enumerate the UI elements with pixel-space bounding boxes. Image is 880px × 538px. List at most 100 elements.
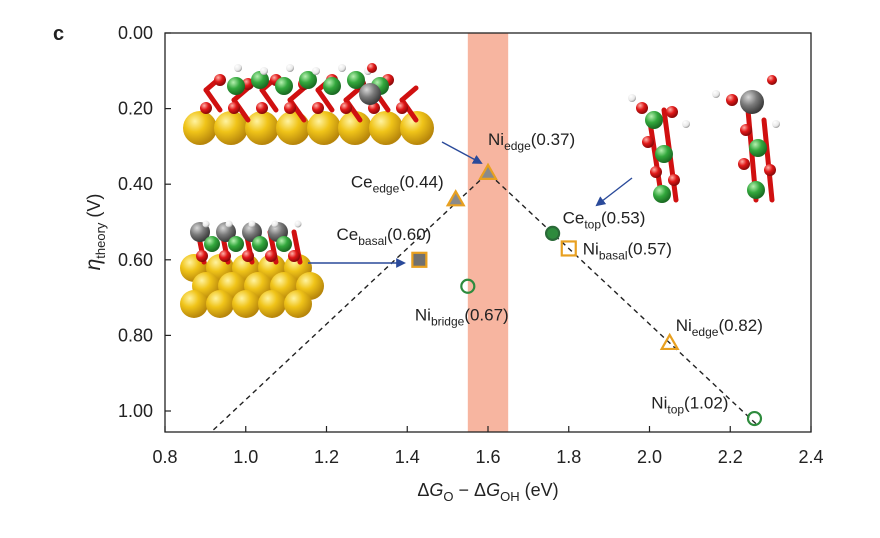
y-tick-label: 0.60: [118, 250, 153, 270]
point-ce-basal-label: Cebasal(0.60): [337, 225, 432, 248]
oxygen-atom: [668, 174, 680, 186]
hydrogen-atom: [260, 67, 268, 75]
x-tick-label: 2.4: [798, 447, 823, 467]
x-tick-label: 1.8: [556, 447, 581, 467]
oxygen-atom: [196, 250, 208, 262]
hydrogen-atom: [225, 220, 233, 228]
sulfur-atom: [183, 111, 217, 145]
bond: [231, 85, 251, 103]
point-ce-top-circle-marker: [544, 225, 561, 241]
oxygen-atom: [214, 74, 226, 86]
x-axis-ticks: 0.8 1.0 1.2 1.4 1.6 1.8 2.0 2.2 2.4: [152, 426, 824, 467]
nickel-atom: [747, 181, 765, 199]
x-tick-label: 1.6: [475, 447, 500, 467]
panel-label: c: [53, 23, 64, 45]
nickel-atom: [323, 77, 341, 95]
oxygen-atom: [367, 63, 377, 73]
point-ce-edge-triangle-marker: [445, 189, 466, 207]
oxygen-atom: [265, 250, 277, 262]
oxygen-atom: [256, 102, 268, 114]
oxygen-atom: [738, 158, 750, 170]
y-tick-label: 0.20: [118, 99, 153, 119]
oxygen-atom: [396, 102, 408, 114]
point-ni-edge-label: Niedge(0.82): [676, 316, 763, 339]
oxygen-atom: [636, 102, 648, 114]
sulfur-atom: [206, 290, 234, 318]
sulfur-atom: [232, 290, 260, 318]
y-tick-label: 0.80: [118, 325, 153, 345]
oxygen-atom: [200, 102, 212, 114]
oxygen-atom: [726, 94, 738, 106]
point-ce-edge-label: Ceedge(0.44): [351, 172, 444, 195]
point-ni-edge-triangle-marker: [659, 332, 680, 351]
bond: [203, 87, 223, 113]
nickel-atom: [749, 139, 767, 157]
oxygen-atom: [219, 250, 231, 262]
bond: [761, 117, 775, 203]
hydrogen-atom: [628, 94, 636, 102]
point-ce-basal-square-marker: [411, 251, 428, 268]
bond: [259, 87, 279, 113]
nickel-atom: [252, 236, 268, 252]
y-tick-label: 1.00: [118, 401, 153, 421]
cerium-atom: [216, 222, 236, 242]
point-ni-edge-triangle-marker: [478, 162, 498, 180]
sulfur-atom: [338, 111, 372, 145]
oxygen-atom: [312, 102, 324, 114]
sulfur-atom: [400, 111, 434, 145]
point-ni-bridge-circle-marker: [460, 278, 476, 294]
oxygen-atom: [284, 102, 296, 114]
x-tick-label: 1.4: [395, 447, 420, 467]
nickel-atom: [228, 236, 244, 252]
oxygen-atom: [242, 78, 254, 90]
x-tick-label: 2.2: [718, 447, 743, 467]
nickel-atom: [251, 71, 269, 89]
oxygen-atom: [764, 164, 776, 176]
point-labels: Niedge(0.37) Ceedge(0.44) Cebasal(0.60) Nib…: [337, 130, 763, 417]
oxygen-atom: [228, 102, 240, 114]
point-ni-basal-label: Nibasal(0.57): [583, 239, 672, 262]
point-ni-edge-label: Niedge(0.37): [488, 130, 575, 153]
oxygen-atom: [650, 166, 662, 178]
nickel-atom: [227, 77, 245, 95]
cerium-atom: [359, 83, 381, 105]
inset-basal-structure: [180, 216, 324, 320]
bond: [287, 85, 307, 103]
point-ni-basal-square-marker: [560, 240, 577, 257]
hydrogen-atom: [682, 120, 690, 128]
y-tick-label: 0.40: [118, 174, 153, 194]
nickel-atom: [204, 236, 220, 252]
bond: [343, 85, 363, 103]
data-points: [411, 162, 763, 427]
hydrogen-atom: [312, 67, 320, 75]
hydrogen-atom: [338, 64, 346, 72]
inset-edge-structure: [183, 60, 436, 148]
hydrogen-atom: [271, 220, 279, 228]
nickel-atom: [645, 111, 663, 129]
nickel-atom: [299, 71, 317, 89]
oxygen-atom: [767, 75, 777, 85]
highlight-band-rect: [467, 33, 509, 432]
point-ni-top-circle-marker: [746, 410, 763, 427]
nickel-atom: [276, 236, 292, 252]
oxygen-atom: [340, 102, 352, 114]
bond: [399, 85, 419, 103]
nickel-atom: [655, 145, 673, 163]
sulfur-atom: [214, 111, 248, 145]
hydrogen-atom: [772, 120, 780, 128]
y-axis-ticks: 0.00 0.20 0.40 0.60 0.80 1.00: [118, 23, 171, 421]
oxygen-atom: [642, 136, 654, 148]
point-ce-top-label: Cetop(0.53): [563, 208, 646, 231]
sulfur-atom: [307, 111, 341, 145]
oxygen-atom: [368, 102, 380, 114]
sulfur-atom: [180, 290, 208, 318]
oxygen-atom: [666, 106, 678, 118]
sulfur-atom: [258, 290, 286, 318]
bond: [315, 87, 335, 113]
nickel-atom: [347, 71, 365, 89]
point-ni-bridge-label: Nibridge(0.67): [415, 305, 509, 328]
hydrogen-atom: [248, 220, 256, 228]
sulfur-atom: [369, 111, 403, 145]
